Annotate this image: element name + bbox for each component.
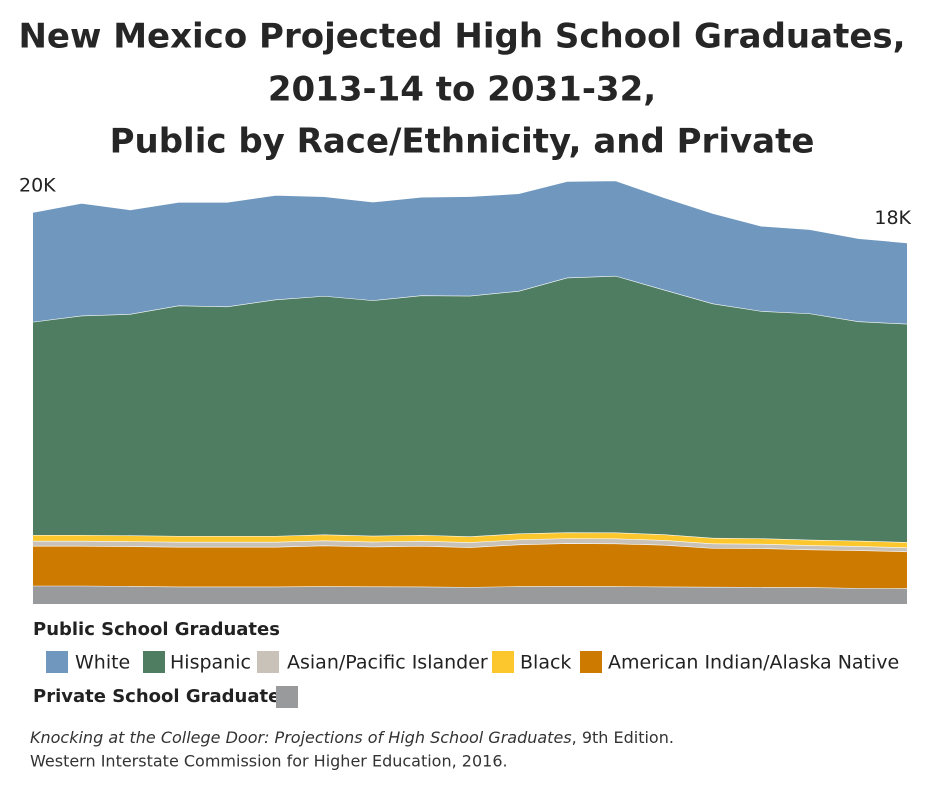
legend-label: American Indian/Alaska Native: [608, 652, 899, 674]
area: [33, 538, 907, 552]
source-rest: , 9th Edition.: [572, 728, 674, 747]
source: Knocking at the College Door: Projection…: [30, 728, 674, 747]
area: [33, 275, 907, 543]
legend-label: Hispanic: [170, 652, 251, 674]
area: [33, 180, 907, 324]
legend-heading: Public School Graduates: [33, 619, 280, 640]
legend-swatch: [276, 686, 298, 708]
chart-title: New Mexico Projected High School Graduat…: [18, 17, 905, 57]
area: [33, 543, 907, 589]
legend-swatch: [257, 651, 279, 673]
legend-heading: Private School Graduates: [33, 686, 291, 707]
legend-label: White: [75, 652, 130, 674]
annotation: 20K: [19, 175, 56, 197]
chart-title: Public by Race/Ethnicity, and Private: [110, 122, 815, 162]
legend-swatch: [492, 651, 514, 673]
annotation: 18K: [874, 207, 911, 229]
legend-label: Asian/Pacific Islander: [287, 652, 488, 674]
chart-title: 2013-14 to 2031-32,: [268, 70, 656, 110]
plot: [32, 179, 908, 604]
legend-label: Black: [520, 652, 571, 674]
source-italic: Knocking at the College Door: Projection…: [30, 728, 572, 747]
source: Western Interstate Commission for Higher…: [30, 752, 508, 771]
area-edge: [32, 179, 908, 244]
area: [33, 585, 907, 604]
legend-swatch: [143, 651, 165, 673]
legend-swatch: [46, 651, 68, 673]
legend-swatch: [580, 651, 602, 673]
